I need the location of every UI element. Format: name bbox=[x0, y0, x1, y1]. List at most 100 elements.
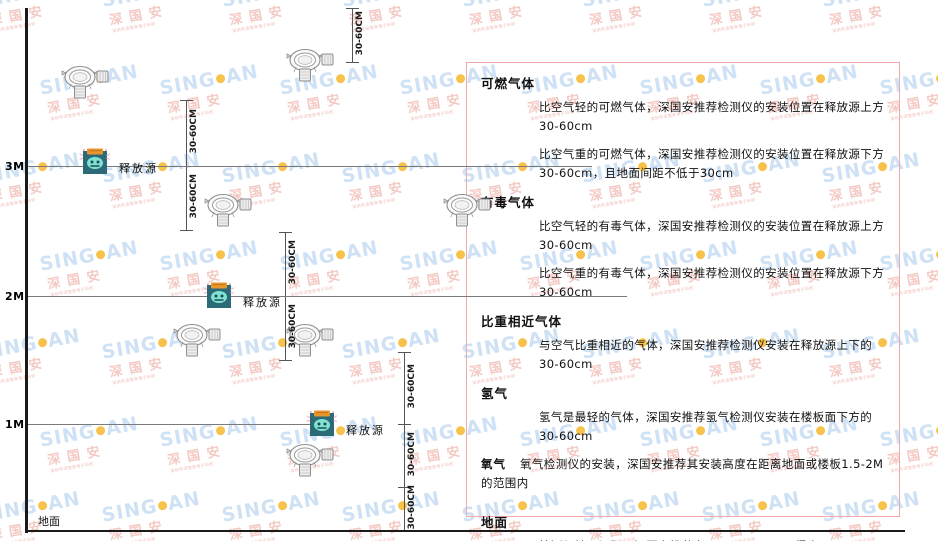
watermark-dot-icon bbox=[335, 73, 347, 84]
release-source-label: 释放源 bbox=[119, 162, 158, 175]
level-line-3m bbox=[27, 166, 592, 167]
watermark-tiny: 深圳市深国安电子科技 bbox=[49, 108, 95, 122]
level-label-3m: 3M bbox=[5, 160, 25, 173]
dimension-label: 30-60CM bbox=[407, 364, 417, 409]
level-label-1m: 1M bbox=[5, 418, 25, 431]
watermark-chinese: 深国安 bbox=[0, 169, 85, 205]
level-line-2m bbox=[27, 296, 627, 297]
panel-text-flammable-0: 比空气轻的可燃气体，深国安推荐检测仪的安装位置在释放源上方30-60cm bbox=[539, 100, 885, 133]
watermark-chinese: 深国安 bbox=[348, 355, 410, 381]
watermark-tiny: 深圳市深国安电子科技 bbox=[831, 20, 877, 34]
watermark-chinese: 深国安 bbox=[348, 518, 410, 541]
panel-text-toxic-1: 比空气重的有毒气体，深国安推荐检测仪的安装位置在释放源下方30-60cm bbox=[539, 265, 885, 299]
watermark-tiny: 深圳市深国安电子科技 bbox=[351, 372, 397, 386]
gas-detector-icon bbox=[283, 45, 337, 85]
watermark-chinese: 深国安 bbox=[108, 3, 170, 29]
panel-text-ground-0: 检测仪地面间距，深国安推荐在30-60cm，且不得小于30cm，因为过低容易水溅… bbox=[481, 537, 887, 541]
gas-detector-icon bbox=[283, 320, 337, 360]
dimension-label: 30-60CM bbox=[288, 240, 298, 285]
gas-detector-icon bbox=[440, 190, 494, 230]
watermark-tiny: 深圳市深国安电子科技 bbox=[169, 108, 215, 122]
watermark-dot-icon bbox=[335, 249, 347, 260]
dimension-label: 30-60CM bbox=[355, 11, 365, 56]
panel-heading-hydrogen: 氢气 bbox=[481, 385, 509, 401]
watermark-chinese: 深国安 bbox=[286, 91, 348, 117]
watermark-tiny: 深圳市深国安电子科技 bbox=[111, 372, 157, 386]
dimension-line bbox=[186, 100, 187, 230]
release-source-label: 释放源 bbox=[346, 424, 385, 437]
watermark-chinese: 深国安 bbox=[828, 3, 890, 29]
panel-heading-oxygen: 氧气 bbox=[481, 456, 506, 471]
dimension-tick bbox=[398, 487, 411, 488]
watermark-tiny: 深圳市深国安电子科技 bbox=[591, 20, 637, 34]
watermark-chinese: 深国安 bbox=[46, 267, 108, 293]
watermark-chinese: 深国安 bbox=[108, 518, 170, 541]
gas-detector-icon bbox=[201, 190, 255, 230]
watermark-chinese: 深国安 bbox=[348, 179, 410, 205]
watermark-chinese: 深国安 bbox=[0, 345, 85, 381]
vertical-axis bbox=[25, 8, 28, 533]
watermark-chinese: 深国安 bbox=[0, 0, 85, 29]
watermark-chinese: 深国安 bbox=[46, 443, 108, 469]
dimension-label: 30-60CM bbox=[288, 304, 298, 349]
watermark-dot-icon bbox=[277, 500, 289, 511]
watermark-tiny: 深圳市深国安电子科技 bbox=[471, 20, 517, 34]
watermark-chinese: 深国安 bbox=[166, 443, 228, 469]
watermark-tiny: 深圳市深国安电子科技 bbox=[49, 460, 95, 474]
watermark-tiny: 深圳市深国安电子科技 bbox=[351, 196, 397, 210]
dimension-tick bbox=[346, 8, 359, 9]
panel-heading-toxic: 有毒气体 bbox=[481, 194, 536, 210]
gas-detector-icon bbox=[170, 320, 224, 360]
dimension-tick bbox=[180, 100, 193, 101]
watermark-dot-icon bbox=[95, 249, 107, 260]
dimension-label: 30-60CM bbox=[407, 431, 417, 476]
watermark-dot-icon bbox=[215, 249, 227, 260]
watermark-chinese: 深国安 bbox=[228, 518, 290, 541]
watermark-dot-icon bbox=[37, 500, 49, 511]
panel-text-similar-density-0: 与空气比重相近的气体，深国安推荐检测仪安装在释放源上下的30-60cm bbox=[539, 337, 873, 371]
dimension-tick bbox=[279, 232, 292, 233]
watermark-dot-icon bbox=[455, 249, 467, 260]
ground-label: 地面 bbox=[38, 515, 60, 528]
panel-heading-similar-density: 比重相近气体 bbox=[481, 313, 563, 329]
dimension-line bbox=[352, 8, 353, 62]
panel-text-toxic-0: 比空气轻的有毒气体，深国安推荐检测仪的安装位置在释放源上方30-60cm bbox=[539, 218, 885, 252]
ground-axis bbox=[25, 530, 905, 532]
watermark-tiny: 深圳市深国安电子科技 bbox=[711, 20, 757, 34]
watermark-dot-icon bbox=[397, 337, 409, 348]
watermark-tiny: 深圳市深国安电子科技 bbox=[0, 20, 37, 34]
dimension-label: 30-60CM bbox=[189, 109, 199, 154]
watermark-chinese: 深国安 bbox=[708, 3, 770, 29]
dimension-tick bbox=[279, 360, 292, 361]
panel-heading-ground: 地面 bbox=[481, 514, 509, 530]
watermark-dot-icon bbox=[95, 425, 107, 436]
dimension-line bbox=[404, 352, 405, 530]
